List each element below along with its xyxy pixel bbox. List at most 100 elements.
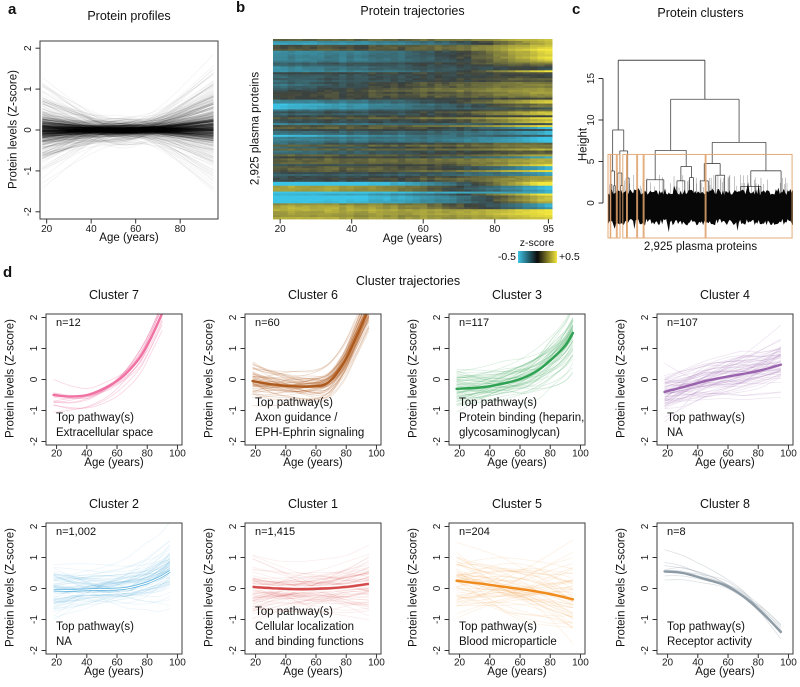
svg-text:-2: -2 xyxy=(640,437,651,446)
svg-text:-2: -2 xyxy=(228,646,239,655)
svg-text:2: 2 xyxy=(228,523,239,529)
subplot-ylabel: Protein levels (Z-score) xyxy=(615,319,628,438)
svg-text:100: 100 xyxy=(780,449,797,460)
pathway-text: Top pathway(s) Extracellular space xyxy=(56,411,153,441)
svg-text:80: 80 xyxy=(753,658,765,669)
mean-curve xyxy=(455,331,575,390)
svg-text:-1: -1 xyxy=(228,406,239,415)
cluster-8-subplot: Cluster 8 20 40 60 80 100 -2 -1 0 1 2 n=8 Top pat… xyxy=(611,496,800,687)
panel-b-label: b xyxy=(236,0,246,16)
svg-text:-2: -2 xyxy=(432,437,443,446)
n-label: n=12 xyxy=(56,317,81,329)
svg-text:80: 80 xyxy=(341,658,353,669)
subplot-title: Cluster 6 xyxy=(287,288,339,302)
svg-text:2: 2 xyxy=(432,523,443,529)
svg-text:0: 0 xyxy=(432,585,443,591)
colorbar-max-label: +0.5 xyxy=(559,251,580,263)
cluster-5-plot: 20 40 60 80 100 -2 -1 0 1 2 xyxy=(432,522,589,669)
subplot-ylabel: Protein levels (Z-score) xyxy=(4,319,17,438)
pathway-text: Top pathway(s) Receptor activity xyxy=(667,620,752,650)
svg-text:100: 100 xyxy=(169,449,186,460)
svg-text:-1: -1 xyxy=(23,166,34,175)
svg-text:40: 40 xyxy=(81,658,93,669)
panel-b-xlabel: Age (years) xyxy=(382,233,443,245)
svg-text:100: 100 xyxy=(368,658,385,669)
svg-text:40: 40 xyxy=(346,224,358,235)
svg-text:100: 100 xyxy=(780,658,797,669)
svg-text:2: 2 xyxy=(23,45,34,51)
svg-text:2: 2 xyxy=(640,314,651,320)
pathway-line: Receptor activity xyxy=(667,636,753,648)
pathway-line: Top pathway(s) xyxy=(56,621,134,633)
mean-curve xyxy=(663,363,783,394)
n-label: n=1,002 xyxy=(56,526,97,538)
svg-text:60: 60 xyxy=(418,224,430,235)
svg-text:-1: -1 xyxy=(640,615,651,624)
colorbar-min-label: -0.5 xyxy=(497,251,516,263)
svg-text:80: 80 xyxy=(175,224,187,235)
cluster-6-subplot: Cluster 6 20 40 60 80 100 -2 -1 0 1 2 n=60 Top pa… xyxy=(199,287,399,482)
svg-text:-1: -1 xyxy=(228,615,239,624)
cluster-6-plot: 20 40 60 80 100 -2 -1 0 1 2 xyxy=(228,313,385,460)
svg-text:0: 0 xyxy=(586,200,597,206)
subplot-ylabel: Protein levels (Z-score) xyxy=(203,319,216,438)
cluster-1-subplot: Cluster 1 20 40 60 80 100 -2 -1 0 1 2 n=1,415 Top… xyxy=(199,496,399,687)
svg-text:1: 1 xyxy=(432,345,443,351)
svg-text:1: 1 xyxy=(432,554,443,560)
svg-text:40: 40 xyxy=(484,658,496,669)
svg-text:1: 1 xyxy=(228,554,239,560)
mean-curve xyxy=(455,579,575,601)
svg-text:0: 0 xyxy=(228,585,239,591)
svg-text:20: 20 xyxy=(454,658,466,669)
svg-text:-2: -2 xyxy=(29,646,40,655)
svg-text:1: 1 xyxy=(29,554,40,560)
subplot-title: Cluster 3 xyxy=(491,288,543,302)
pathway-line: Top pathway(s) xyxy=(255,397,333,409)
protein-trajectories-heatmap: 20 40 60 80 95 xyxy=(273,39,555,235)
colorbar-title: z-score xyxy=(519,237,555,249)
profile-lines xyxy=(41,54,214,192)
subplot-xlabel: Age (years) xyxy=(283,457,343,469)
svg-text:-2: -2 xyxy=(23,207,34,216)
pathway-line: and binding functions xyxy=(255,636,364,648)
mean-curve xyxy=(251,314,368,388)
cluster-2-plot: 20 40 60 80 100 -2 -1 0 1 2 xyxy=(29,522,186,669)
svg-text:1: 1 xyxy=(23,86,34,92)
svg-text:60: 60 xyxy=(722,449,734,460)
pathway-text: Top pathway(s) Cellular localization and… xyxy=(255,605,364,650)
svg-text:-2: -2 xyxy=(228,437,239,446)
svg-text:60: 60 xyxy=(514,449,526,460)
svg-text:60: 60 xyxy=(111,658,123,669)
panel-a-label: a xyxy=(8,1,17,18)
panel-a-xlabel: Age (years) xyxy=(99,232,159,244)
cluster-4-subplot: Cluster 4 20 40 60 80 100 -2 -1 0 1 2 n=107 Top p… xyxy=(611,287,800,482)
leaf-band xyxy=(608,182,793,233)
svg-text:0: 0 xyxy=(23,127,34,133)
pathway-line: Top pathway(s) xyxy=(255,606,333,618)
subplot-ylabel: Protein levels (Z-score) xyxy=(407,319,420,438)
svg-text:95: 95 xyxy=(543,224,555,235)
svg-text:0: 0 xyxy=(29,376,40,382)
n-label: n=1,415 xyxy=(255,526,296,538)
svg-text:80: 80 xyxy=(142,449,154,460)
svg-text:80: 80 xyxy=(545,449,557,460)
n-label: n=107 xyxy=(667,317,698,329)
pathway-text: Top pathway(s) Protein binding (heparin,… xyxy=(459,396,584,441)
svg-text:0: 0 xyxy=(640,585,651,591)
pathway-text: Top pathway(s) Blood microparticle xyxy=(459,620,557,650)
svg-text:80: 80 xyxy=(341,449,353,460)
subplot-xlabel: Age (years) xyxy=(283,666,343,678)
svg-text:-1: -1 xyxy=(29,615,40,624)
subplot-title: Cluster 7 xyxy=(88,288,140,302)
protein-clusters-dendrogram: 0 5 10 15 xyxy=(586,59,793,239)
cluster-1-plot: 20 40 60 80 100 -2 -1 0 1 2 xyxy=(228,522,385,669)
pathway-line: Axon guidance / xyxy=(255,412,338,424)
mean-curve xyxy=(52,314,164,398)
mean-curve xyxy=(252,581,370,592)
pathway-line: Protein binding (heparin, xyxy=(459,412,585,424)
svg-text:20: 20 xyxy=(662,449,674,460)
cluster-7-subplot: Cluster 7 20 40 60 80 100 -2 -1 0 1 2 n=12 Top pa… xyxy=(0,287,200,482)
svg-text:40: 40 xyxy=(280,449,292,460)
svg-text:0: 0 xyxy=(432,376,443,382)
